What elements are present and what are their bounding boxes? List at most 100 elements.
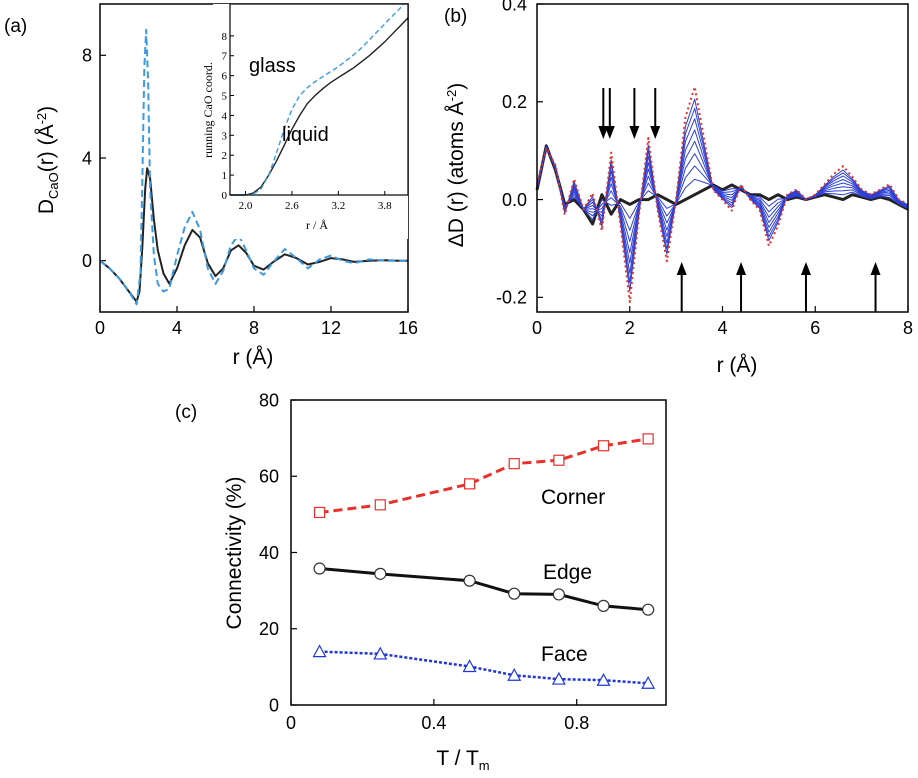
inset-x-tick-label: 2.6 (285, 200, 299, 212)
panel-a-label: (a) (4, 16, 27, 37)
corner-point (508, 458, 520, 470)
panel-b-y-tick-label: -0.2 (496, 288, 527, 308)
edge-point (374, 567, 387, 580)
corner-series-label: Corner (541, 486, 605, 509)
down-arrow-head (650, 126, 661, 139)
panel-a-x-tick-label: 0 (95, 318, 105, 338)
corner-point (597, 440, 610, 452)
panel-c-x-label: T / Tm (436, 747, 489, 773)
panel-c-series (312, 433, 656, 689)
series-red-line (536, 85, 909, 303)
edge-point (642, 603, 655, 616)
inset-y-tick-label: 2 (222, 150, 228, 162)
panel-c-x-tick-label: 0 (286, 713, 296, 733)
corner-point (642, 433, 654, 445)
panel-a-series (99, 28, 408, 306)
panel-b-y-tick-label: 0.4 (502, 0, 527, 14)
panel-c-plot-frame (290, 399, 667, 706)
series-t2-line (536, 146, 909, 231)
inset-y-tick-label: 1 (222, 170, 228, 182)
panel-a-x-tick-label: 4 (172, 318, 182, 338)
up-arrow-head (676, 262, 687, 275)
panel-a-inset: 2.0 2.6 3.2 3.8 0 1 2 3 4 5 6 7 8 r / Å running CaO … (201, 3, 409, 239)
inset-y-tick-label: 8 (222, 31, 228, 43)
panel-b-y-tick-label: 0.2 (502, 92, 527, 112)
panel-c-y-tick-label: 40 (259, 543, 279, 563)
inset-liquid-label: liquid (282, 124, 329, 146)
inset-x-tick-label: 3.2 (331, 200, 345, 212)
panel-c-y-tick-label: 80 (259, 390, 279, 410)
panel-a-y-label-sup: -2 (34, 113, 49, 125)
face-point (641, 676, 656, 689)
inset-y-tick-label: 4 (222, 110, 228, 122)
panel-b-label: (b) (444, 6, 467, 27)
panel-b-y-tick-label: 0.0 (502, 190, 527, 210)
panel-a-y-label: DCaO(r) (Å-2) (34, 106, 61, 214)
series-t3-line (536, 146, 909, 243)
panel-b: (b) -0.2 0.0 0.2 0.4 0 2 4 6 8 r (Å) ΔD (r) (at… (444, 0, 913, 377)
face-point (596, 672, 611, 686)
panel-b-series (535, 85, 909, 303)
face-series-label: Face (541, 643, 588, 666)
panel-c-y-tick-label: 0 (269, 695, 279, 715)
panel-a: (a) 048 0 4 8 12 16 r (Å) DCaO(r) (Å-2) 2.0 2… (4, 3, 418, 369)
inset-x-tick-label: 2.0 (239, 200, 253, 212)
panel-a-x-tick-label: 12 (321, 318, 341, 338)
up-arrow-head (736, 262, 747, 275)
corner-point (463, 478, 476, 490)
face-point (373, 646, 388, 660)
panel-c-y-tick-label: 20 (259, 619, 279, 639)
panel-b-x-tick-label: 2 (625, 318, 635, 338)
panel-c-y-label: Connectivity (%) (223, 477, 246, 630)
panel-c-x-tick-label: 0.8 (564, 713, 589, 733)
panel-b-x-tick-label: 6 (810, 318, 820, 338)
panel-b-x-tick-label: 4 (717, 318, 727, 338)
panel-a-y-tick-label: 8 (82, 46, 92, 66)
panel-b-x-label: r (Å) (717, 354, 758, 377)
series-black-line (535, 144, 909, 226)
panel-b-x-ticks: 0 2 4 6 8 (532, 306, 913, 338)
face-point (551, 671, 566, 685)
inset-y-tick-label: 0 (222, 190, 228, 202)
panel-b-y-label-close: ) (445, 83, 468, 90)
inset-plot-frame (229, 3, 409, 196)
inset-x-tick-label: 3.8 (378, 200, 392, 212)
panel-c: (c) 0 20 40 60 80 0 0.4 0.8 Connectivity (%) T… (175, 390, 667, 773)
panel-b-arrows (598, 88, 881, 312)
up-arrow-head (800, 262, 811, 275)
panel-a-x-tick-label: 8 (249, 318, 259, 338)
panel-b-y-ticks: -0.2 0.0 0.2 0.4 (496, 0, 543, 308)
edge-point (313, 562, 326, 575)
inset-y-label: running CaO coord. (201, 62, 215, 158)
panel-a-x-label: r (Å) (233, 346, 274, 369)
series-t1-line (536, 145, 909, 221)
corner-point (374, 499, 386, 511)
panel-c-x-ticks: 0 0.4 0.8 (286, 699, 589, 733)
panel-c-y-tick-label: 60 (259, 467, 279, 487)
panel-b-y-label-sup: -2 (444, 90, 459, 102)
series-liquid-line (99, 167, 408, 303)
down-arrow-head (598, 126, 609, 139)
down-arrow-head (604, 126, 615, 139)
face-point (312, 644, 327, 658)
down-arrow-head (629, 126, 640, 139)
up-arrow-head (870, 262, 881, 275)
series-t5-line (536, 129, 909, 264)
panel-a-y-label-tail: (r) (Å (35, 124, 58, 172)
inset-y-tick-label: 6 (222, 71, 228, 83)
inset-y-tick-label: 5 (222, 91, 228, 103)
panel-a-y-tick-label: 0 (82, 251, 92, 271)
panel-c-x-label-sub: m (479, 758, 490, 773)
corner-point (553, 454, 565, 466)
panel-c-label: (c) (175, 402, 197, 423)
inset-series (230, 3, 409, 196)
series-glass-line (99, 28, 408, 306)
edge-point (552, 588, 565, 601)
edge-series-label: Edge (543, 561, 592, 584)
edge-point (597, 599, 610, 612)
panel-a-x-tick-label: 16 (398, 318, 418, 338)
panel-a-y-tick-label: 4 (82, 148, 92, 168)
panel-b-x-tick-label: 0 (532, 318, 542, 338)
panel-b-y-label: ΔD (r) (atoms Å-2) (444, 83, 468, 247)
